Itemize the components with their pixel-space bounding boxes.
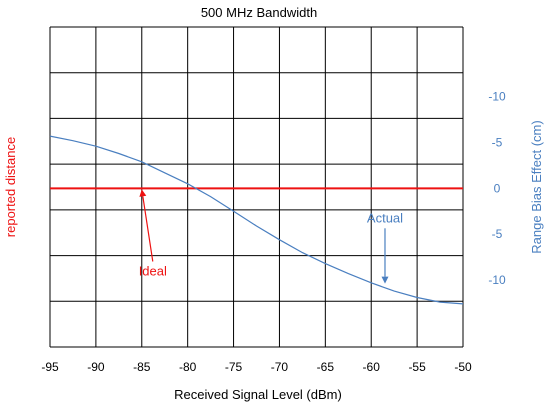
annotation-label-actual: Actual xyxy=(367,210,403,225)
x-axis-label: Received Signal Level (dBm) xyxy=(174,387,342,402)
y-tick-label-right: -10 xyxy=(488,273,506,287)
x-tick-label: -55 xyxy=(408,360,426,374)
grid xyxy=(49,26,464,348)
x-tick-label: -70 xyxy=(271,360,289,374)
left-axis-label: reported distance xyxy=(3,137,18,237)
y-tick-label-right: -5 xyxy=(492,227,503,241)
y-tick-label-right: -10 xyxy=(488,90,506,104)
y-tick-label-right: -5 xyxy=(492,136,503,150)
annotation-label-ideal: Ideal xyxy=(139,263,167,278)
x-tick-label: -85 xyxy=(133,360,151,374)
x-tick-label: -50 xyxy=(454,360,472,374)
series-layer xyxy=(49,135,464,305)
annotations: Ideal Actual xyxy=(139,189,403,284)
y-tick-label-right: 0 xyxy=(494,181,501,195)
annotation-arrowhead-ideal xyxy=(139,189,147,197)
chart-title: 500 MHz Bandwidth xyxy=(201,5,317,20)
x-tick-label: -80 xyxy=(179,360,197,374)
x-tick-label: -95 xyxy=(41,360,59,374)
x-tick-label: -90 xyxy=(87,360,105,374)
annotation-arrow-ideal xyxy=(142,196,154,262)
x-tick-label: -65 xyxy=(317,360,335,374)
series-line-actual xyxy=(49,135,464,305)
annotation-arrowhead-actual xyxy=(381,276,389,284)
x-tick-label: -75 xyxy=(225,360,243,374)
right-axis-label: Range Bias Effect (cm) xyxy=(529,120,544,253)
tick-labels: -95 -90 -85 -80 -75 -70 -65 -60 -55 -50-10-50-5-1… xyxy=(41,90,506,374)
x-tick-label: -60 xyxy=(363,360,381,374)
